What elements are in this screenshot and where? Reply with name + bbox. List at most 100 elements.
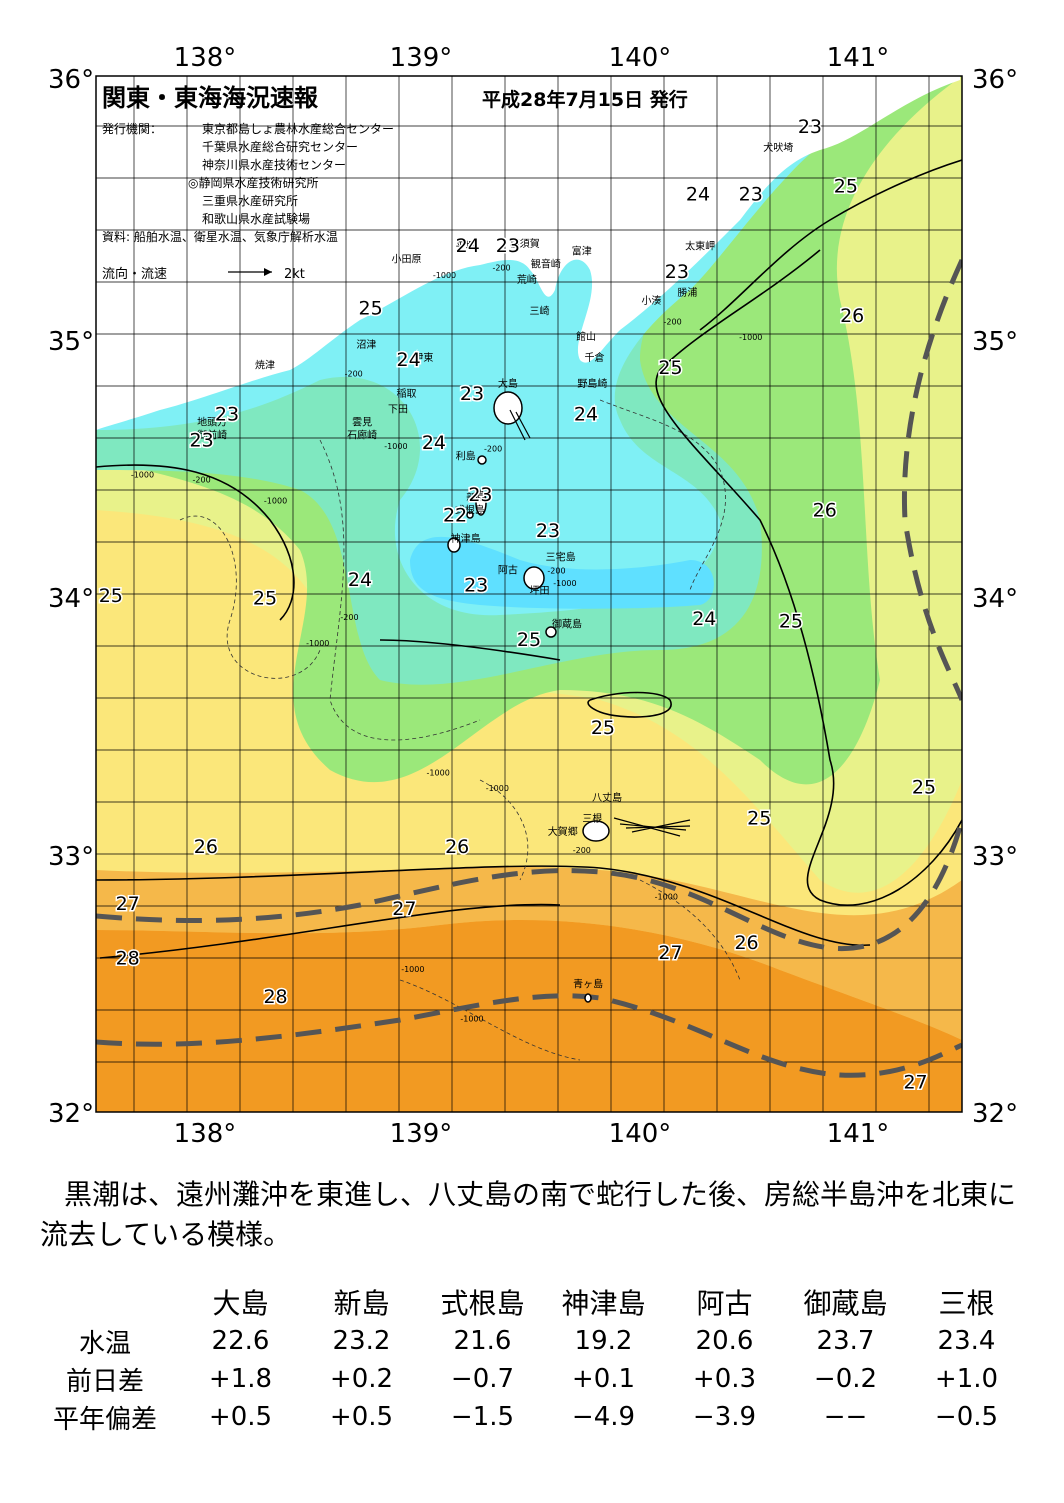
table-cell: 19.2 [574, 1326, 633, 1356]
isotherm-label: 23 [798, 116, 822, 138]
issuer: 東京都島しょ農林水産総合センター [202, 121, 394, 136]
lat-label: 36° [972, 65, 1018, 95]
table-header-row: 大島 新島 式根島 神津島 阿古 御蔵島 三根 [30, 1282, 1027, 1322]
lat-label: 32° [48, 1099, 94, 1129]
depth-label: -1000 [401, 965, 424, 974]
issuer: 三重県水産研究所 [202, 193, 298, 208]
depth-label: -1000 [264, 496, 287, 505]
lat-label: 33° [972, 842, 1018, 872]
island-temperature-table: 大島 新島 式根島 神津島 阿古 御蔵島 三根 水温 22.6 23.2 21.… [30, 1282, 1027, 1436]
lon-label: 141° [827, 1119, 890, 1149]
hachijojima-island [582, 820, 610, 842]
table-cell: −1.5 [450, 1402, 515, 1432]
lon-label: 139° [390, 43, 453, 73]
table-cell: +1.0 [934, 1364, 999, 1394]
column-header: 神津島 [561, 1287, 646, 1320]
sea-temperature-map: 犬吠埼 太東岬 勝浦 小湊 富津 観音崎 横須賀 平塚 荒崎 三崎 小田原 館山 千倉 野島崎 沼津 伊東 稲取… [48, 43, 1018, 1149]
place-label: 焼津 [255, 360, 275, 372]
table-cell: +0.1 [571, 1364, 636, 1394]
place-label: 観音崎 [531, 258, 561, 271]
isotherm-label: 26 [840, 305, 864, 327]
isotherm-label: 23 [215, 403, 239, 425]
lon-label: 140° [609, 1119, 672, 1149]
place-label: 下田 [388, 405, 408, 416]
table-cell: 23.7 [816, 1326, 875, 1356]
place-label: 大賀郷 [548, 825, 578, 838]
isotherm-label: 25 [658, 357, 682, 379]
column-header: 新島 [333, 1287, 390, 1320]
depth-label: -1000 [433, 271, 456, 280]
depth-label: -1000 [486, 784, 509, 793]
table-cell: 23.4 [937, 1326, 996, 1356]
lat-label: 34° [48, 584, 94, 614]
depth-label: -200 [664, 318, 682, 327]
lat-lon-grid [96, 76, 962, 1112]
current-legend-unit: 2kt [284, 267, 305, 282]
current-legend-label: 流向・流速 [102, 266, 167, 282]
place-label: 犬吠埼 [763, 141, 793, 154]
place-label: 新島 [466, 491, 486, 504]
axis-labels: 138° 139° 140° 141° 138° 139° 140° 141° … [48, 43, 1018, 1149]
place-label: 八丈島 [592, 791, 622, 804]
table-cell: +0.2 [329, 1364, 394, 1394]
depth-labels: -1000 -200 -200 -1000 -200 -1000 -200 -1000 -200… [131, 263, 763, 1023]
depth-label: -200 [573, 846, 591, 855]
place-label: 坪田 [530, 584, 550, 597]
isotherm-label: 27 [658, 942, 682, 964]
place-label: 稲取 [396, 388, 416, 400]
isotherm-label: 27 [903, 1072, 927, 1094]
lat-label: 35° [48, 327, 94, 357]
toshima-island [477, 455, 487, 465]
isotherm-label: 26 [194, 836, 218, 858]
isotherm-label: 23 [665, 261, 689, 283]
lat-label: 35° [972, 327, 1018, 357]
place-label: 荒崎 [517, 273, 537, 286]
column-header: 三根 [938, 1287, 995, 1320]
place-label: 横須賀 [510, 237, 540, 250]
isotherm-label: 24 [348, 569, 372, 591]
depth-label: -1000 [427, 768, 450, 777]
place-label: 雲見 [352, 417, 372, 429]
place-label: 太東岬 [685, 240, 715, 253]
isotherm-label: 23 [468, 484, 492, 506]
depth-label: -1000 [553, 579, 576, 588]
place-label: 石廊崎 [347, 429, 377, 442]
place-label: 勝浦 [677, 286, 697, 299]
place-label: 平塚 [456, 241, 476, 253]
isotherm-label: 23 [496, 235, 520, 257]
isotherm-label: 23 [464, 574, 488, 596]
lat-label: 33° [48, 842, 94, 872]
isotherm-label: 28 [263, 986, 287, 1008]
column-header: 式根島 [440, 1287, 525, 1320]
place-label: 御蔵島 [552, 618, 582, 631]
table-cell: +0.3 [692, 1364, 757, 1394]
table-cell: 20.6 [695, 1326, 754, 1356]
table-cell: −0.5 [934, 1402, 999, 1432]
current-legend-arrowhead [264, 268, 272, 276]
lon-label: 141° [827, 43, 890, 73]
isotherm-label: 23 [536, 520, 560, 542]
lon-label: 140° [609, 43, 672, 73]
column-header: 阿古 [696, 1287, 753, 1320]
place-label: 富津 [572, 245, 592, 258]
isotherm-label: 25 [779, 611, 803, 633]
place-label: 小田原 [391, 253, 421, 265]
table-cell: −0.2 [813, 1364, 878, 1394]
table-cell: 22.6 [211, 1326, 270, 1356]
table-row: 水温 22.6 23.2 21.6 19.2 20.6 23.7 23.4 [30, 1322, 1027, 1360]
depth-contours [179, 399, 741, 1061]
isotherm-label: 27 [392, 898, 416, 920]
map-frame [95, 75, 963, 1113]
summary-text: 黒潮は、遠州灘沖を東進し、八丈島の南で蛇行した後、房総半島沖を北東に流去している… [40, 1178, 1017, 1251]
place-label: 利島 [456, 449, 476, 462]
place-label: 御前崎 [197, 429, 227, 442]
data-source: 資料: 船舶水温、衛星水温、気象庁解析水温 [102, 229, 338, 244]
lat-label: 34° [972, 584, 1018, 614]
isotherm-label: 26 [813, 499, 837, 521]
table-cell: −0.7 [450, 1364, 515, 1394]
lat-label: 36° [48, 65, 94, 95]
table-cell: 21.6 [453, 1326, 512, 1356]
issuer: 神奈川県水産技術センター [202, 157, 346, 172]
